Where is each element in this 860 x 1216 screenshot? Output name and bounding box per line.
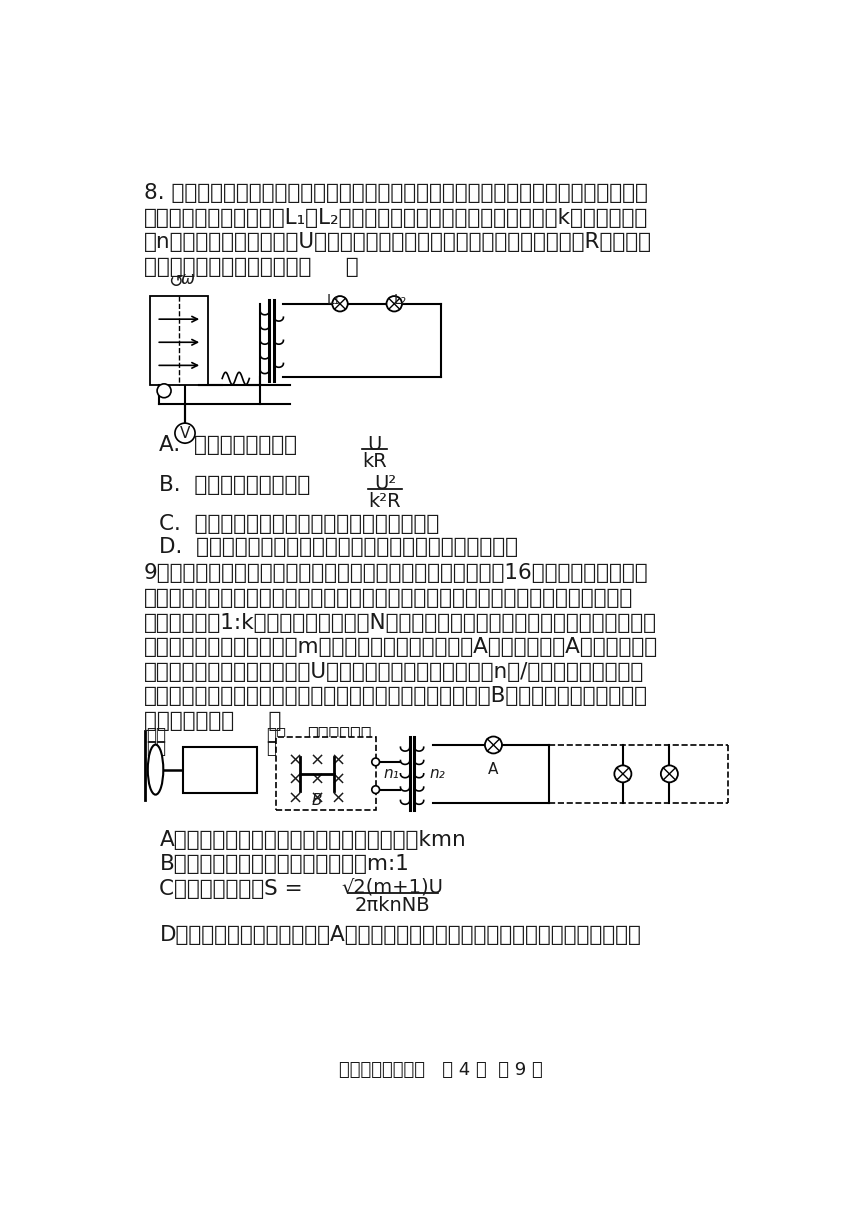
Circle shape [485,737,502,754]
Bar [276,737,376,810]
Text: $\circlearrowleft$: $\circlearrowleft$ [165,272,184,289]
Text: C．线圈的面积为S =: C．线圈的面积为S = [159,879,303,899]
Text: ×: × [331,771,346,789]
Circle shape [372,786,379,794]
Text: 为n时，理想电压表示数为U，灯泡正常发光。已知灯泡正常发光时的电阻为R，其他电: 为n时，理想电压表示数为U，灯泡正常发光。已知灯泡正常发光时的电阻为R，其他电 [144,232,652,252]
Text: 泡均正常发光，已知磁体间的磁场为匀强磁场，磁感应强度为B，线圈电阻不计，则下列: 泡均正常发光，已知磁体间的磁场为匀强磁场，磁感应强度为B，线圈电阻不计，则下列 [144,687,648,706]
Text: L₂: L₂ [394,293,407,306]
Text: C.  线框经过中性面时，穿过线框的磁通量最大: C. 线框经过中性面时，穿过线框的磁通量最大 [159,514,439,534]
Text: 泡规格完全相同，额定电压为U；若某段时间内叶片的转速为n转/秒，电路中的所有灯: 泡规格完全相同，额定电压为U；若某段时间内叶片的转速为n转/秒，电路中的所有灯 [144,662,644,682]
Text: 发电机等效图: 发电机等效图 [308,726,372,744]
Text: ×: × [310,751,324,770]
Circle shape [386,295,402,311]
Text: 升速齿轮箱: 升速齿轮箱 [187,756,232,771]
Text: n₂: n₂ [430,766,445,781]
Text: ×: × [310,771,324,789]
Text: 器变压后给两盏相同的灯L₁、L₂供电。变压器原、副线圈的匝数之比为k，当线框转速: 器变压后给两盏相同的灯L₁、L₂供电。变压器原、副线圈的匝数之比为k，当线框转速 [144,208,648,227]
Text: B.  副线圈消耗的功率为: B. 副线圈消耗的功率为 [159,475,310,495]
Circle shape [372,758,379,766]
Text: 转轴: 转轴 [146,739,166,756]
Text: V: V [180,426,190,440]
Text: 转速比1:k: 转速比1:k [187,771,237,787]
Text: 过理想变压器后向用户端的m盏灯泡供电，其中电路中的A灯为指示灯，A与用户端的灯: 过理想变压器后向用户端的m盏灯泡供电，其中电路中的A灯为指示灯，A与用户端的灯 [144,637,658,657]
Bar [150,295,208,384]
Text: n₁: n₁ [384,766,399,781]
Text: √2(m+1)U: √2(m+1)U [341,878,444,896]
Circle shape [157,384,171,398]
Text: A: A [488,762,499,777]
Text: U: U [368,435,382,455]
Text: 8. 如图所示，线框绕与匀强磁场垂直的轴匀速转动过程中产生正弦交流电，经理想变压: 8. 如图所示，线框绕与匀强磁场垂直的轴匀速转动过程中产生正弦交流电，经理想变压 [144,182,648,203]
Text: ×: × [331,790,346,807]
Text: B．理想变压器原副线圈的匝数比为m:1: B．理想变压器原副线圈的匝数比为m:1 [159,855,409,874]
Circle shape [175,423,195,443]
Text: 说法正确的是（     ）: 说法正确的是（ ） [144,711,281,731]
Text: 9．风能是一种清洁且利用方便的能源，我国已探明的风能约为16亿千瓦，主要分布在: 9．风能是一种清洁且利用方便的能源，我国已探明的风能约为16亿千瓦，主要分布在 [144,563,648,584]
Text: A.  灯泡的额定电流为: A. 灯泡的额定电流为 [159,434,298,455]
Text: D．若此时用户突然增多，则A灯变亮，其余灯泡的亮度变暗，发电机的总功率变小: D．若此时用户突然增多，则A灯变亮，其余灯泡的亮度变暗，发电机的总功率变小 [159,925,642,945]
Text: L₁: L₁ [327,293,341,306]
Text: 转轴: 转轴 [267,739,286,756]
Circle shape [614,765,631,782]
Text: 低速: 低速 [146,726,166,744]
Text: ×: × [287,751,303,770]
Text: 西北、华北、东北的草原和戈壁，以下为某风力发电机的模型图，风带动叶片转动，升: 西北、华北、东北的草原和戈壁，以下为某风力发电机的模型图，风带动叶片转动，升 [144,587,633,608]
Text: B: B [182,331,193,345]
Text: 速齿轮箱通过1:k的转速比带动匝数为N的发电机线圈高速转动，线圈产生的交变电流经: 速齿轮箱通过1:k的转速比带动匝数为N的发电机线圈高速转动，线圈产生的交变电流经 [144,613,657,632]
Text: ×: × [287,771,303,789]
Text: k²R: k²R [369,491,402,511]
Text: kR: kR [363,452,387,472]
Circle shape [660,765,678,782]
Circle shape [332,295,347,311]
Text: ×: × [287,790,303,807]
Text: 阻不计。下列说法正确的是（     ）: 阻不计。下列说法正确的是（ ） [144,257,359,277]
Text: B: B [311,793,322,807]
Text: ×: × [310,790,324,807]
Text: A．经过理想变压器后输出交变电流的频率为kmn: A．经过理想变压器后输出交变电流的频率为kmn [159,829,466,850]
Text: 高二年级物理试卷   第 4 页  共 9 页: 高二年级物理试卷 第 4 页 共 9 页 [339,1060,543,1079]
Text: U²: U² [374,474,396,492]
Text: 高速: 高速 [267,726,286,744]
Ellipse shape [148,744,163,794]
Text: D.  线框经过中性面时，线框产生的感应电动势的瞬时值为零: D. 线框经过中性面时，线框产生的感应电动势的瞬时值为零 [159,537,519,557]
Text: $\omega$: $\omega$ [181,270,195,288]
Bar [183,747,257,793]
Text: 2πknNB: 2πknNB [355,896,431,914]
Text: ×: × [331,751,346,770]
